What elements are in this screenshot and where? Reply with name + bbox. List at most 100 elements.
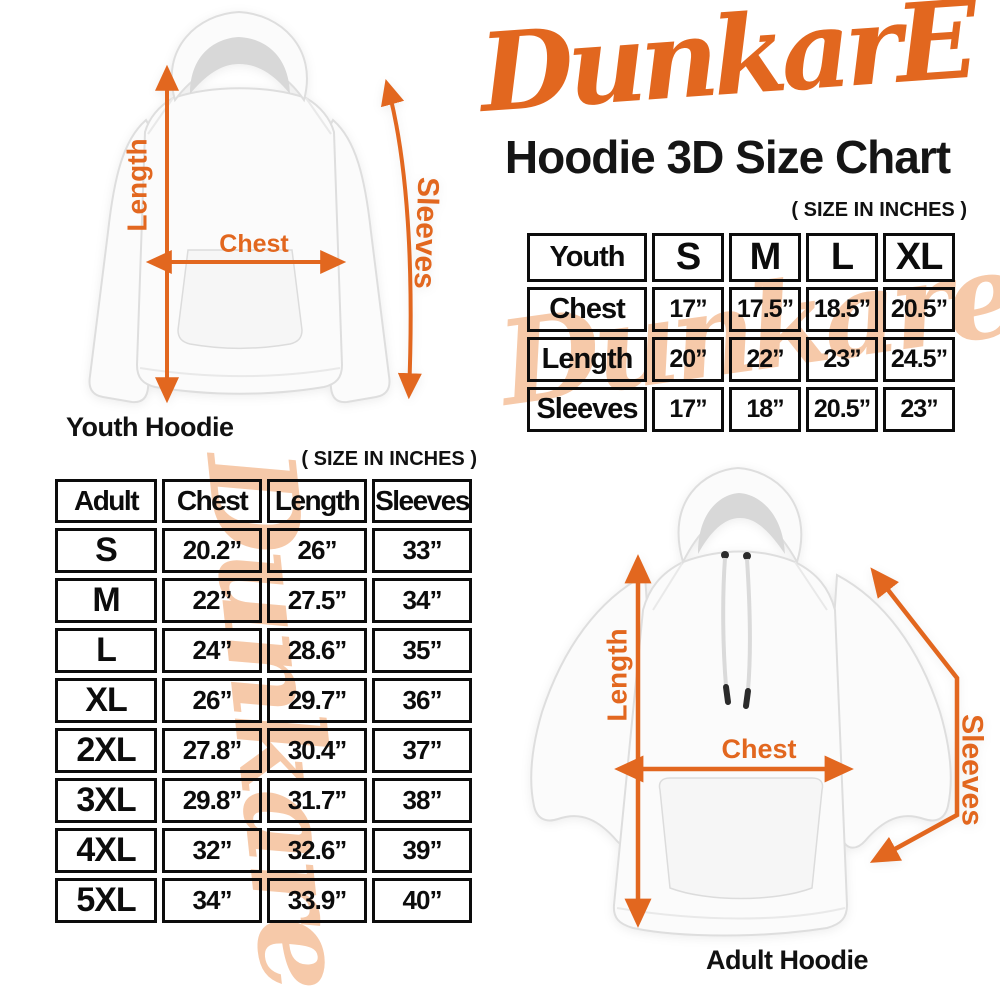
- value-cell: 18”: [729, 387, 801, 432]
- size-header-cell: S: [652, 233, 724, 282]
- adult-drawcord-left: [721, 557, 728, 687]
- adult-sleeves-arrow: [869, 567, 960, 863]
- size-label-cell: L: [55, 628, 157, 673]
- size-header-cell: M: [729, 233, 801, 282]
- value-cell: 40”: [372, 878, 472, 923]
- table-row: L 24” 28.6” 35”: [55, 628, 472, 673]
- value-cell: 38”: [372, 778, 472, 823]
- table-row: 5XL 34” 33.9” 40”: [55, 878, 472, 923]
- value-cell: 34”: [372, 578, 472, 623]
- value-cell: 24.5”: [883, 337, 955, 382]
- size-label-cell: 2XL: [55, 728, 157, 773]
- table-row: S 20.2” 26” 33”: [55, 528, 472, 573]
- value-cell: 32”: [162, 828, 262, 873]
- sleeves-header-cell: Sleeves: [372, 479, 472, 523]
- value-cell: 35”: [372, 628, 472, 673]
- value-cell: 39”: [372, 828, 472, 873]
- value-cell: 37”: [372, 728, 472, 773]
- size-label-cell: 5XL: [55, 878, 157, 923]
- value-cell: 30.4”: [267, 728, 367, 773]
- table-row: Youth S M L XL: [527, 233, 955, 282]
- page-title: Hoodie 3D Size Chart: [504, 131, 951, 183]
- table-row: 4XL 32” 32.6” 39”: [55, 828, 472, 873]
- youth-hoodie-graphic: [88, 10, 391, 404]
- youth-caption: Youth Hoodie: [66, 412, 234, 442]
- adult-eyelet-right: [743, 552, 751, 560]
- youth-raglan-seam-right: [305, 97, 332, 135]
- table-row: 3XL 29.8” 31.7” 38”: [55, 778, 472, 823]
- adult-hoodie-figure: Length Chest Sleeves: [530, 466, 989, 937]
- row-label-cell: Length: [527, 337, 647, 382]
- table-row: Sleeves 17” 18” 20.5” 23”: [527, 387, 955, 432]
- adult-hood-inner: [698, 493, 785, 554]
- value-cell: 26”: [267, 528, 367, 573]
- value-cell: 31.7”: [267, 778, 367, 823]
- youth-chest-label: Chest: [219, 230, 289, 258]
- table-row: Length 20” 22” 23” 24.5”: [527, 337, 955, 382]
- table-row: Adult Chest Length Sleeves: [55, 479, 472, 523]
- size-header-cell: XL: [883, 233, 955, 282]
- value-cell: 17.5”: [729, 287, 801, 332]
- value-cell: 23”: [883, 387, 955, 432]
- youth-size-table: Youth S M L XL Chest 17” 17.5” 18.5” 20.…: [522, 228, 960, 437]
- adult-size-note: ( SIZE IN INCHES ): [301, 448, 477, 470]
- table-row: M 22” 27.5” 34”: [55, 578, 472, 623]
- youth-hood-inner: [190, 37, 290, 94]
- row-label-cell: Chest: [527, 287, 647, 332]
- value-cell: 22”: [729, 337, 801, 382]
- value-cell: 17”: [652, 287, 724, 332]
- value-cell: 27.8”: [162, 728, 262, 773]
- size-label-cell: S: [55, 528, 157, 573]
- value-cell: 18.5”: [806, 287, 878, 332]
- youth-pocket: [177, 249, 303, 350]
- value-cell: 20.5”: [883, 287, 955, 332]
- brand-logo: DunkarE: [475, 0, 977, 138]
- adult-aglet-left: [723, 684, 731, 705]
- adult-right-sleeve: [827, 573, 952, 849]
- value-cell: 28.6”: [267, 628, 367, 673]
- youth-hoodie-figure: Length Chest Sleeves: [88, 10, 445, 404]
- adult-caption: Adult Hoodie: [706, 945, 868, 975]
- adult-eyelet-left: [721, 551, 729, 559]
- value-cell: 29.8”: [162, 778, 262, 823]
- size-label-cell: 3XL: [55, 778, 157, 823]
- adult-raglan-seam-left: [652, 561, 684, 611]
- value-cell: 20.5”: [806, 387, 878, 432]
- adult-size-table: Adult Chest Length Sleeves S 20.2” 26” 3…: [50, 474, 477, 928]
- value-cell: 24”: [162, 628, 262, 673]
- size-label-cell: 4XL: [55, 828, 157, 873]
- row-label-cell: Sleeves: [527, 387, 647, 432]
- youth-length-label: Length: [122, 138, 153, 231]
- value-cell: 22”: [162, 578, 262, 623]
- adult-sleeves-label: Sleeves: [956, 714, 989, 826]
- table-row: Chest 17” 17.5” 18.5” 20.5”: [527, 287, 955, 332]
- value-cell: 32.6”: [267, 828, 367, 873]
- youth-sleeves-arrow: [380, 78, 422, 400]
- adult-length-label: Length: [602, 628, 633, 721]
- table-row: XL 26” 29.7” 36”: [55, 678, 472, 723]
- length-header-cell: Length: [267, 479, 367, 523]
- table-row: 2XL 27.8” 30.4” 37”: [55, 728, 472, 773]
- youth-header-cell: Youth: [527, 233, 647, 282]
- value-cell: 33”: [372, 528, 472, 573]
- youth-size-note: ( SIZE IN INCHES ): [791, 199, 967, 221]
- value-cell: 36”: [372, 678, 472, 723]
- value-cell: 34”: [162, 878, 262, 923]
- value-cell: 27.5”: [267, 578, 367, 623]
- size-header-cell: L: [806, 233, 878, 282]
- value-cell: 17”: [652, 387, 724, 432]
- value-cell: 29.7”: [267, 678, 367, 723]
- youth-sleeves-label: Sleeves: [408, 177, 445, 290]
- value-cell: 20.2”: [162, 528, 262, 573]
- adult-header-cell: Adult: [55, 479, 157, 523]
- size-label-cell: M: [55, 578, 157, 623]
- value-cell: 20”: [652, 337, 724, 382]
- chest-header-cell: Chest: [162, 479, 262, 523]
- value-cell: 26”: [162, 678, 262, 723]
- value-cell: 23”: [806, 337, 878, 382]
- adult-drawcord-right: [745, 558, 752, 691]
- adult-aglet-right: [743, 688, 751, 709]
- adult-pocket: [658, 777, 824, 900]
- adult-chest-label: Chest: [721, 734, 796, 764]
- adult-hoodie-graphic: [530, 466, 952, 937]
